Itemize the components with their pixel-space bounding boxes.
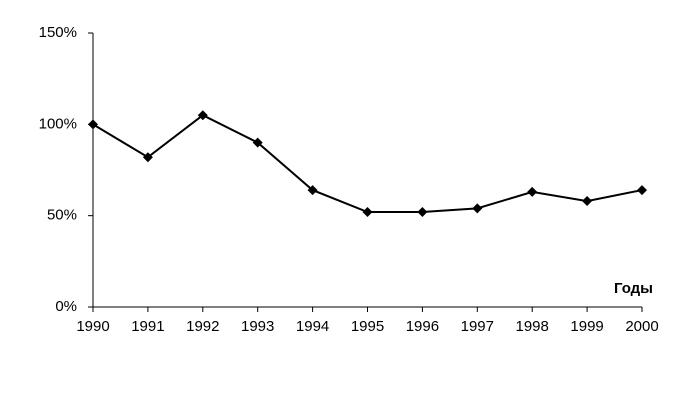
x-tick-label: 1996 (406, 318, 439, 335)
x-tick-label: 1998 (516, 318, 549, 335)
marker (417, 207, 428, 218)
marker (142, 152, 153, 163)
x-tick-label: 1993 (241, 318, 274, 335)
x-tick-label: 1992 (186, 318, 219, 335)
x-tick-label: 1991 (131, 318, 164, 335)
x-tick-label: 1997 (461, 318, 494, 335)
marker (252, 137, 263, 148)
x-tick-label: 1999 (570, 318, 603, 335)
y-tick-label: 100% (39, 115, 77, 132)
marker (527, 186, 538, 197)
marker (637, 185, 647, 196)
x-axis-label: Годы (614, 280, 653, 297)
y-tick-label: 50% (47, 207, 77, 224)
y-tick-label: 0% (55, 298, 77, 315)
marker (362, 207, 373, 218)
x-tick-label: 1995 (351, 318, 384, 335)
line (92, 114, 643, 214)
marker (472, 203, 483, 214)
marker (307, 185, 318, 196)
y-tick-label: 150% (39, 24, 77, 41)
x-tick-label: 1990 (76, 318, 109, 335)
x-tick-label: 1994 (296, 318, 329, 335)
marker (88, 119, 98, 130)
x-tick-label: 2000 (625, 318, 658, 335)
marker (582, 196, 593, 207)
marker (197, 110, 208, 121)
